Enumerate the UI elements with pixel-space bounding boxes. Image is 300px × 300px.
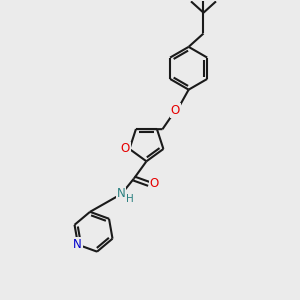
Text: H: H	[126, 194, 134, 204]
Text: O: O	[149, 177, 159, 190]
Text: N: N	[116, 188, 125, 200]
Text: O: O	[120, 142, 130, 155]
Text: N: N	[73, 238, 82, 250]
Text: O: O	[171, 104, 180, 117]
